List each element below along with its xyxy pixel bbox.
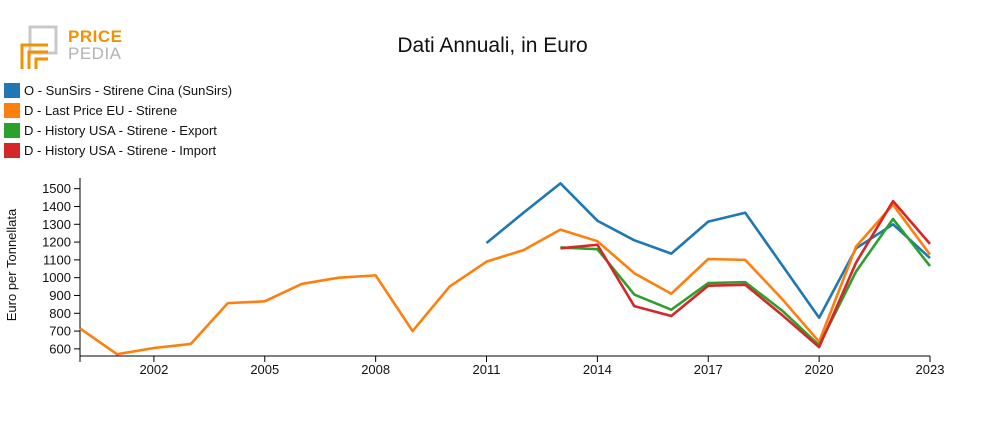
chart-legend: O - SunSirs - Stirene Cina (SunSirs) D -… xyxy=(4,80,232,160)
y-tick-label: 1500 xyxy=(42,181,71,196)
y-tick-label: 700 xyxy=(49,324,71,339)
legend-swatch-eu xyxy=(4,102,20,118)
legend-swatch-usa-import xyxy=(4,142,20,158)
legend-item-sunsirs[interactable]: O - SunSirs - Stirene Cina (SunSirs) xyxy=(4,80,232,100)
y-tick-label: 1000 xyxy=(42,270,71,285)
legend-item-eu[interactable]: D - Last Price EU - Stirene xyxy=(4,100,232,120)
legend-item-usa-export[interactable]: D - History USA - Stirene - Export xyxy=(4,120,232,140)
chart-title: Dati Annuali, in Euro xyxy=(397,34,588,57)
logo-word-price: PRICE xyxy=(68,27,123,46)
legend-label-usa-export: D - History USA - Stirene - Export xyxy=(24,122,217,138)
x-tick-label: 2017 xyxy=(694,362,723,377)
chart-series xyxy=(79,182,932,356)
y-tick-label: 900 xyxy=(49,288,71,303)
x-tick-label: 2014 xyxy=(583,362,612,377)
pricepedia-logo: PRICE PEDIA xyxy=(20,25,130,73)
x-tick-label: 2011 xyxy=(473,362,501,377)
logo-mark-icon xyxy=(20,25,58,69)
y-tick-label: 600 xyxy=(49,341,71,356)
x-tick-label: 2002 xyxy=(139,362,168,377)
series-line-2 xyxy=(560,217,932,347)
x-tick-label: 2008 xyxy=(361,362,390,377)
legend-label-usa-import: D - History USA - Stirene - Import xyxy=(24,142,217,158)
series-line-3 xyxy=(560,199,931,349)
legend-label-sunsirs: O - SunSirs - Stirene Cina (SunSirs) xyxy=(24,82,233,98)
y-tick-label: 1400 xyxy=(42,199,71,214)
y-tick-label: 1300 xyxy=(42,217,71,232)
series-line-1 xyxy=(79,203,932,356)
legend-swatch-sunsirs xyxy=(4,82,20,98)
x-tick-label: 2005 xyxy=(250,362,279,377)
y-tick-label: 800 xyxy=(49,306,71,321)
y-tick-label: 1100 xyxy=(43,252,71,267)
logo-word-pedia: PEDIA xyxy=(68,44,122,63)
legend-swatch-usa-export xyxy=(4,122,20,138)
x-tick-label: 2020 xyxy=(805,362,834,377)
legend-item-usa-import[interactable]: D - History USA - Stirene - Import xyxy=(4,140,232,160)
x-tick-label: 2023 xyxy=(916,362,945,377)
chart-axes: 2002 2005 2008 2011 2014 2017 2020 2023 600 700 80… xyxy=(42,178,944,377)
y-tick-label: 1200 xyxy=(42,235,71,250)
y-axis-title: Euro per Tonnellata xyxy=(4,208,19,321)
legend-label-eu: D - Last Price EU - Stirene xyxy=(24,102,178,118)
